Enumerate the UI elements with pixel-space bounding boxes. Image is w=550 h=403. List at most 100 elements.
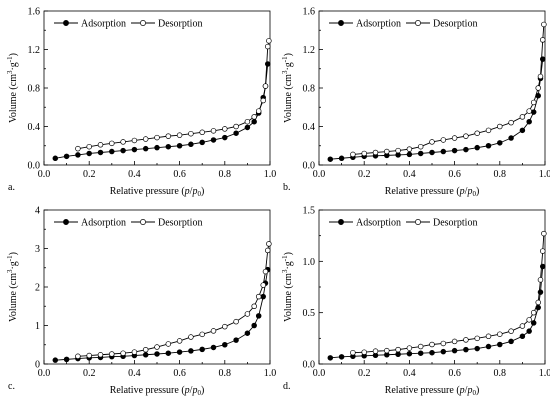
- adsorption-point: [264, 61, 271, 67]
- desorption-point: [120, 139, 126, 145]
- x-tick-label: 0.4: [128, 169, 141, 180]
- adsorption-point: [440, 348, 447, 355]
- desorption-point: [222, 126, 228, 132]
- adsorption-point: [52, 357, 59, 363]
- adsorption-point: [154, 144, 160, 151]
- x-tick-label: 0.6: [448, 169, 461, 180]
- desorption-point: [429, 341, 435, 348]
- y-tick-label: 1.0: [303, 257, 316, 268]
- x-tick-label: 0.4: [403, 169, 416, 180]
- desorption-point: [210, 328, 217, 334]
- desorption-point: [199, 331, 205, 338]
- adsorption-point: [154, 351, 160, 357]
- x-tick-label: 0.0: [38, 368, 51, 379]
- adsorption-point: [508, 135, 514, 141]
- desorption-point: [451, 135, 458, 141]
- y-tick-label: 0: [35, 360, 40, 371]
- adsorption-point: [451, 147, 458, 154]
- series-line-adsorption: [55, 63, 269, 159]
- adsorption-point: [86, 150, 92, 157]
- x-tick-label: 0.0: [38, 169, 51, 180]
- desorption-point: [361, 150, 367, 157]
- adsorption-point: [395, 351, 401, 357]
- adsorption-point: [233, 130, 239, 136]
- x-tick-label: 1.0: [264, 169, 277, 180]
- adsorption-point: [52, 155, 59, 162]
- series-line-desorption: [352, 24, 545, 155]
- x-tick-label: 0.8: [219, 368, 232, 379]
- desorption-point: [535, 85, 541, 91]
- desorption-point: [395, 147, 401, 154]
- adsorption-point: [142, 352, 149, 358]
- adsorption-point: [109, 148, 115, 155]
- y-tick-label: 2: [35, 283, 40, 294]
- adsorption-point: [530, 109, 537, 115]
- desorption-point: [262, 83, 269, 89]
- desorption-point: [406, 345, 413, 351]
- desorption-point: [539, 37, 546, 43]
- adsorption-point: [417, 150, 424, 157]
- x-tick-label: 0.2: [83, 368, 96, 379]
- desorption-point: [526, 317, 532, 323]
- adsorption-point: [210, 137, 217, 143]
- y-tick-label: 1.6: [28, 7, 41, 18]
- legend-label: Adsorption: [81, 218, 126, 229]
- desorption-point: [474, 335, 480, 342]
- x-axis-title: Relative pressure (p/p0): [385, 385, 480, 397]
- adsorption-point: [485, 343, 492, 350]
- desorption-point: [519, 323, 526, 329]
- desorption-point: [474, 130, 480, 136]
- adsorption-point: [233, 337, 239, 343]
- x-tick-label: 0.2: [358, 169, 371, 180]
- adsorption-point: [508, 338, 514, 345]
- adsorption-point: [338, 354, 345, 360]
- desorption-point: [508, 119, 514, 126]
- legend-label: Desorption: [433, 19, 477, 30]
- legend-marker: [140, 219, 146, 225]
- panel-label: a.: [8, 182, 15, 193]
- desorption-point: [210, 128, 217, 134]
- legend-marker: [415, 219, 421, 225]
- desorption-point: [233, 123, 239, 130]
- legend-marker: [338, 219, 344, 225]
- adsorption-point: [244, 330, 251, 336]
- desorption-point: [244, 118, 251, 125]
- x-tick-label: 0.6: [448, 368, 461, 379]
- desorption-point: [497, 331, 503, 337]
- desorption-point: [264, 247, 271, 254]
- x-tick-label: 0.8: [219, 169, 232, 180]
- desorption-point: [109, 351, 115, 357]
- legend-label: Adsorption: [356, 19, 401, 30]
- desorption-point: [260, 282, 266, 288]
- adsorption-point: [474, 345, 480, 352]
- adsorption-point: [327, 156, 334, 162]
- y-tick-label: 0.8: [303, 84, 316, 95]
- desorption-point: [519, 114, 526, 120]
- legend-marker: [415, 20, 421, 26]
- desorption-point: [537, 73, 544, 80]
- panel-label: d.: [283, 381, 291, 392]
- desorption-point: [429, 139, 435, 145]
- desorption-point: [350, 349, 356, 356]
- y-tick-label: 0.8: [28, 84, 41, 95]
- adsorption-point: [406, 151, 413, 158]
- desorption-point: [75, 145, 81, 152]
- x-tick-label: 0.6: [173, 368, 186, 379]
- desorption-point: [372, 348, 379, 354]
- legend-label: Adsorption: [81, 19, 126, 30]
- y-tick-label: 1.2: [28, 45, 41, 56]
- desorption-point: [251, 303, 257, 310]
- desorption-point: [395, 346, 401, 353]
- desorption-point: [86, 352, 92, 359]
- series-line-adsorption: [330, 59, 544, 160]
- desorption-point: [255, 108, 262, 114]
- x-tick-label: 0.4: [128, 368, 141, 379]
- series-line-desorption: [77, 243, 270, 357]
- adsorption-point: [199, 346, 205, 353]
- series-line-desorption: [77, 40, 270, 150]
- y-tick-label: 0.0: [28, 161, 41, 172]
- legend-label: Desorption: [433, 218, 477, 229]
- legend-label: Desorption: [158, 218, 202, 229]
- legend-marker: [338, 20, 344, 26]
